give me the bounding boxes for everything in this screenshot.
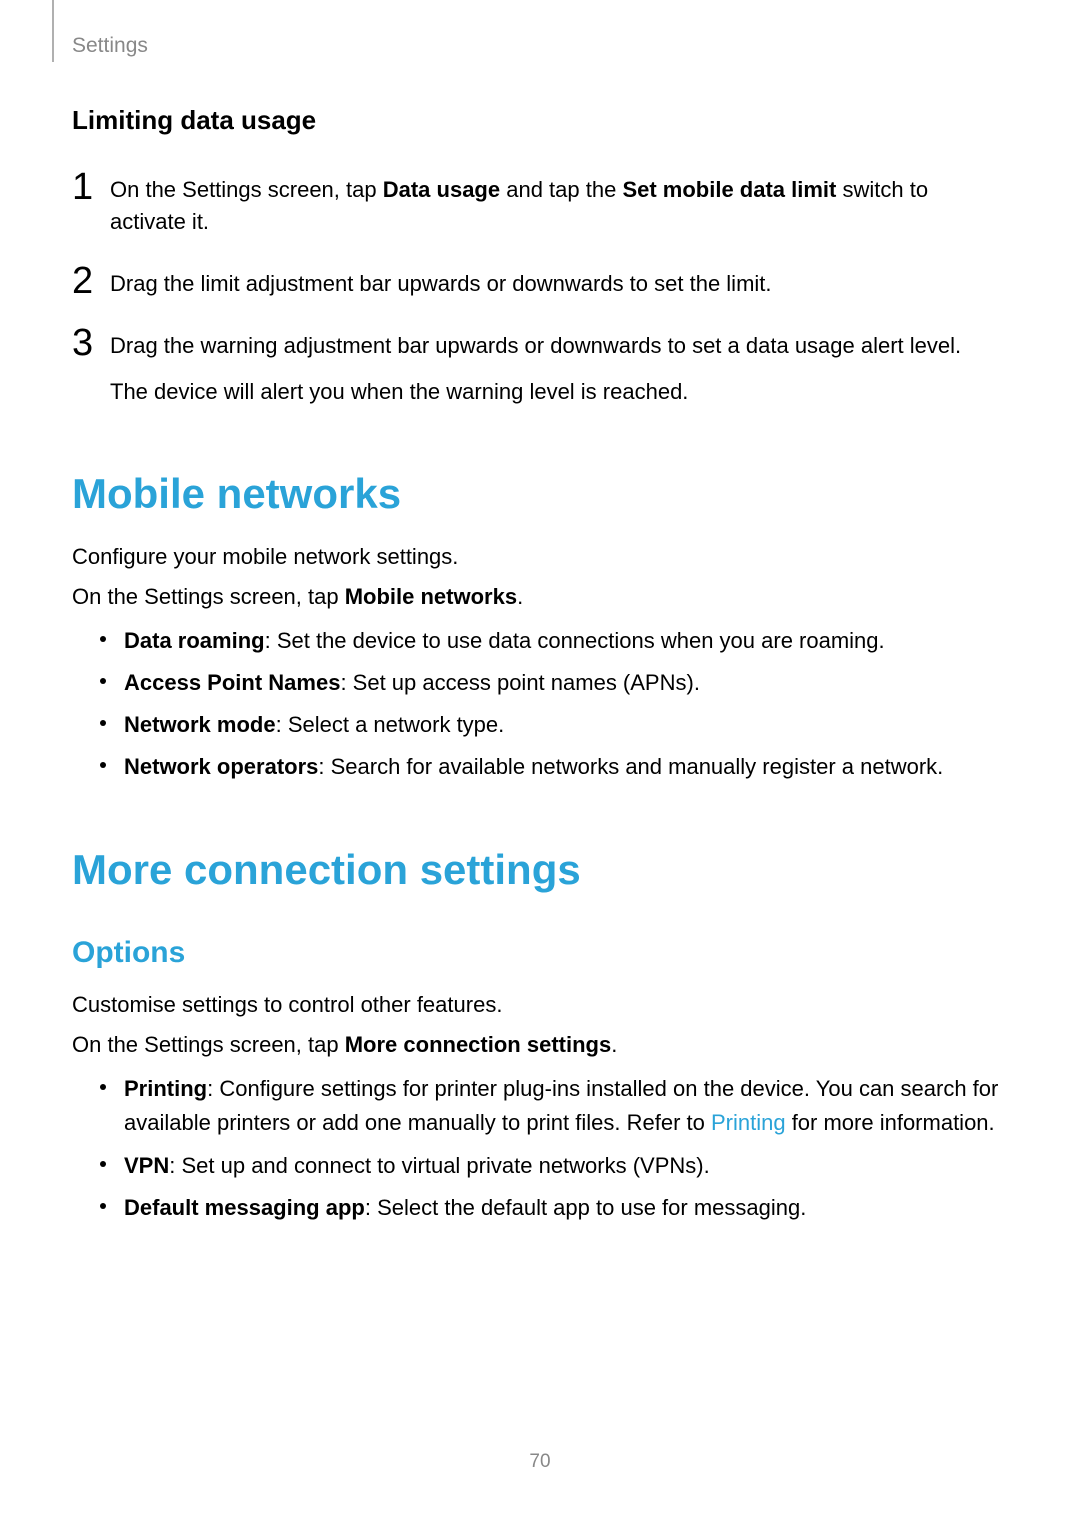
step-body: Drag the limit adjustment bar upwards or…	[110, 268, 772, 300]
step-text-span: On the Settings screen, tap	[110, 177, 383, 202]
step-row: 3Drag the warning adjustment bar upwards…	[72, 330, 1008, 408]
header: Settings	[52, 0, 148, 62]
step-text-bold: Set mobile data limit	[622, 177, 836, 202]
more-bullets: Printing: Configure settings for printer…	[72, 1072, 1008, 1224]
step-text-span: Drag the limit adjustment bar upwards or…	[110, 271, 772, 296]
printing-link[interactable]: Printing	[711, 1110, 786, 1135]
list-item-label: Network operators	[124, 754, 318, 779]
more-intro-2-pre: On the Settings screen, tap	[72, 1032, 345, 1057]
list-item-desc-post: for more information.	[786, 1110, 995, 1135]
bullet-icon	[100, 720, 106, 726]
list-item-body: VPN: Set up and connect to virtual priva…	[124, 1149, 1008, 1183]
list-item-label: Access Point Names	[124, 670, 340, 695]
breadcrumb: Settings	[72, 4, 148, 58]
step-body: Drag the warning adjustment bar upwards …	[110, 330, 961, 408]
more-intro-1: Customise settings to control other feat…	[72, 988, 1008, 1022]
mobile-intro-1: Configure your mobile network settings.	[72, 540, 1008, 574]
bullet-icon	[100, 636, 106, 642]
more-intro-2-bold: More connection settings	[345, 1032, 611, 1057]
more-intro-2-post: .	[611, 1032, 617, 1057]
list-item-body: Access Point Names: Set up access point …	[124, 666, 1008, 700]
list-item-label: Default messaging app	[124, 1195, 365, 1220]
page-number: 70	[0, 1451, 1080, 1473]
list-item: Access Point Names: Set up access point …	[100, 666, 1008, 700]
steps-list: 1On the Settings screen, tap Data usage …	[72, 174, 1008, 408]
list-item-desc: : Set up access point names (APNs).	[340, 670, 700, 695]
bullet-icon	[100, 1084, 106, 1090]
step-text-bold: Data usage	[383, 177, 500, 202]
mobile-bullets: Data roaming: Set the device to use data…	[72, 624, 1008, 784]
mobile-intro-2-bold: Mobile networks	[345, 584, 517, 609]
list-item-label: Data roaming	[124, 628, 265, 653]
step-row: 1On the Settings screen, tap Data usage …	[72, 174, 1008, 238]
list-item-label: VPN	[124, 1153, 169, 1178]
bullet-icon	[100, 1161, 106, 1167]
step-number: 1	[72, 168, 110, 206]
list-item-desc: : Search for available networks and manu…	[318, 754, 943, 779]
list-item-body: Network mode: Select a network type.	[124, 708, 1008, 742]
list-item-desc: : Set the device to use data connections…	[265, 628, 885, 653]
step-text-span: and tap the	[500, 177, 622, 202]
section-limiting-title: Limiting data usage	[72, 105, 1008, 136]
section-mobile-title: Mobile networks	[72, 470, 1008, 518]
section-more-subheading: Options	[72, 936, 1008, 970]
list-item-label: Printing	[124, 1076, 207, 1101]
list-item-body: Printing: Configure settings for printer…	[124, 1072, 1008, 1140]
step-text-span: Drag the warning adjustment bar upwards …	[110, 333, 961, 358]
header-divider	[52, 0, 54, 62]
section-more-title: More connection settings	[72, 846, 1008, 894]
list-item-desc: : Set up and connect to virtual private …	[169, 1153, 709, 1178]
step-extra: The device will alert you when the warni…	[110, 376, 961, 408]
list-item: Network mode: Select a network type.	[100, 708, 1008, 742]
step-text: On the Settings screen, tap Data usage a…	[110, 174, 1008, 238]
list-item: Data roaming: Set the device to use data…	[100, 624, 1008, 658]
bullet-icon	[100, 678, 106, 684]
list-item: VPN: Set up and connect to virtual priva…	[100, 1149, 1008, 1183]
list-item-body: Network operators: Search for available …	[124, 750, 1008, 784]
mobile-intro-2-pre: On the Settings screen, tap	[72, 584, 345, 609]
list-item: Default messaging app: Select the defaul…	[100, 1191, 1008, 1225]
list-item-desc: : Select the default app to use for mess…	[365, 1195, 807, 1220]
list-item-label: Network mode	[124, 712, 276, 737]
step-number: 3	[72, 324, 110, 362]
step-text: Drag the warning adjustment bar upwards …	[110, 330, 961, 362]
list-item-body: Data roaming: Set the device to use data…	[124, 624, 1008, 658]
step-body: On the Settings screen, tap Data usage a…	[110, 174, 1008, 238]
more-intro-2: On the Settings screen, tap More connect…	[72, 1028, 1008, 1062]
list-item: Network operators: Search for available …	[100, 750, 1008, 784]
page-content: Limiting data usage 1On the Settings scr…	[72, 105, 1008, 1233]
list-item-desc: : Select a network type.	[276, 712, 505, 737]
step-number: 2	[72, 262, 110, 300]
bullet-icon	[100, 762, 106, 768]
mobile-intro-2-post: .	[517, 584, 523, 609]
list-item-body: Default messaging app: Select the defaul…	[124, 1191, 1008, 1225]
bullet-icon	[100, 1203, 106, 1209]
step-text: Drag the limit adjustment bar upwards or…	[110, 268, 772, 300]
step-row: 2Drag the limit adjustment bar upwards o…	[72, 268, 1008, 300]
mobile-intro-2: On the Settings screen, tap Mobile netwo…	[72, 580, 1008, 614]
list-item: Printing: Configure settings for printer…	[100, 1072, 1008, 1140]
